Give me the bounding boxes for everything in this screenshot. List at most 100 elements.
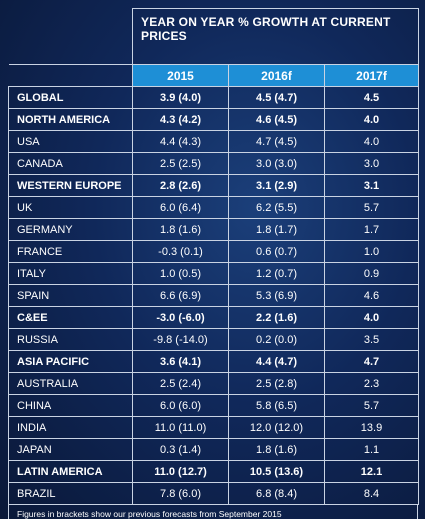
row-label: CANADA: [8, 152, 133, 175]
value-cell-2015: 6.0 (6.4): [132, 196, 229, 219]
value-cell-2015: -0.3 (0.1): [132, 240, 229, 263]
row-label: USA: [8, 130, 133, 153]
value-cell-2015: -3.0 (-6.0): [132, 306, 229, 329]
table-row: UK 6.0 (6.4) 6.2 (5.5) 5.7: [8, 196, 419, 219]
table-row: BRAZIL 7.8 (6.0) 6.8 (8.4) 8.4: [8, 482, 419, 505]
row-label: ITALY: [8, 262, 133, 285]
table-title: YEAR ON YEAR % GROWTH AT CURRENT PRICES: [132, 8, 419, 65]
value-cell-2017f: 2.3: [324, 372, 419, 395]
value-cell-2016f: 2.2 (1.6): [228, 306, 325, 329]
value-cell-2015: 1.0 (0.5): [132, 262, 229, 285]
value-cell-2017f: 1.7: [324, 218, 419, 241]
value-cell-2015: 4.3 (4.2): [132, 108, 229, 131]
row-label: GERMANY: [8, 218, 133, 241]
value-cell-2017f: 8.4: [324, 482, 419, 505]
row-label: CHINA: [8, 394, 133, 417]
footnote: Figures in brackets show our previous fo…: [8, 505, 418, 519]
value-cell-2016f: 3.1 (2.9): [228, 174, 325, 197]
value-cell-2016f: 1.2 (0.7): [228, 262, 325, 285]
growth-table: YEAR ON YEAR % GROWTH AT CURRENT PRICES …: [8, 8, 419, 505]
row-label: BRAZIL: [8, 482, 133, 505]
table-row: INDIA 11.0 (11.0) 12.0 (12.0) 13.9: [8, 416, 419, 439]
value-cell-2015: 3.9 (4.0): [132, 86, 229, 109]
table-row: USA 4.4 (4.3) 4.7 (4.5) 4.0: [8, 130, 419, 153]
header-corner-cell: [8, 64, 133, 87]
corner-cell: [8, 8, 133, 65]
table-row: ASIA PACIFIC 3.6 (4.1) 4.4 (4.7) 4.7: [8, 350, 419, 373]
value-cell-2016f: 1.8 (1.7): [228, 218, 325, 241]
value-cell-2017f: 4.5: [324, 86, 419, 109]
value-cell-2016f: 0.2 (0.0): [228, 328, 325, 351]
value-cell-2015: 2.5 (2.4): [132, 372, 229, 395]
value-cell-2016f: 12.0 (12.0): [228, 416, 325, 439]
table-row: ITALY 1.0 (0.5) 1.2 (0.7) 0.9: [8, 262, 419, 285]
row-label: LATIN AMERICA: [8, 460, 133, 483]
value-cell-2016f: 4.7 (4.5): [228, 130, 325, 153]
row-label: UK: [8, 196, 133, 219]
value-cell-2015: 7.8 (6.0): [132, 482, 229, 505]
table-row: GLOBAL 3.9 (4.0) 4.5 (4.7) 4.5: [8, 86, 419, 109]
value-cell-2015: 2.8 (2.6): [132, 174, 229, 197]
table-row: FRANCE -0.3 (0.1) 0.6 (0.7) 1.0: [8, 240, 419, 263]
row-label: GLOBAL: [8, 86, 133, 109]
row-label: JAPAN: [8, 438, 133, 461]
value-cell-2015: 4.4 (4.3): [132, 130, 229, 153]
table-row: RUSSIA -9.8 (-14.0) 0.2 (0.0) 3.5: [8, 328, 419, 351]
table-row: CHINA 6.0 (6.0) 5.8 (6.5) 5.7: [8, 394, 419, 417]
value-cell-2016f: 4.4 (4.7): [228, 350, 325, 373]
value-cell-2015: 6.0 (6.0): [132, 394, 229, 417]
value-cell-2017f: 3.1: [324, 174, 419, 197]
value-cell-2016f: 2.5 (2.8): [228, 372, 325, 395]
value-cell-2017f: 0.9: [324, 262, 419, 285]
row-label: ASIA PACIFIC: [8, 350, 133, 373]
value-cell-2017f: 4.0: [324, 306, 419, 329]
value-cell-2016f: 10.5 (13.6): [228, 460, 325, 483]
value-cell-2016f: 6.2 (5.5): [228, 196, 325, 219]
row-label: WESTERN EUROPE: [8, 174, 133, 197]
row-label: C&EE: [8, 306, 133, 329]
value-cell-2017f: 5.7: [324, 394, 419, 417]
value-cell-2016f: 3.0 (3.0): [228, 152, 325, 175]
table-row: NORTH AMERICA 4.3 (4.2) 4.6 (4.5) 4.0: [8, 108, 419, 131]
table-row: JAPAN 0.3 (1.4) 1.8 (1.6) 1.1: [8, 438, 419, 461]
value-cell-2016f: 4.6 (4.5): [228, 108, 325, 131]
table-body: GLOBAL 3.9 (4.0) 4.5 (4.7) 4.5 NORTH AMERICA…: [8, 86, 419, 505]
value-cell-2015: 0.3 (1.4): [132, 438, 229, 461]
column-header-2016f: 2016f: [228, 64, 325, 87]
value-cell-2015: 11.0 (12.7): [132, 460, 229, 483]
value-cell-2017f: 4.0: [324, 108, 419, 131]
value-cell-2017f: 4.0: [324, 130, 419, 153]
table-row: C&EE -3.0 (-6.0) 2.2 (1.6) 4.0: [8, 306, 419, 329]
table-row: LATIN AMERICA 11.0 (12.7) 10.5 (13.6) 12.1: [8, 460, 419, 483]
row-label: FRANCE: [8, 240, 133, 263]
value-cell-2015: 1.8 (1.6): [132, 218, 229, 241]
table-row: AUSTRALIA 2.5 (2.4) 2.5 (2.8) 2.3: [8, 372, 419, 395]
row-label: INDIA: [8, 416, 133, 439]
row-label: NORTH AMERICA: [8, 108, 133, 131]
value-cell-2017f: 12.1: [324, 460, 419, 483]
row-label: RUSSIA: [8, 328, 133, 351]
value-cell-2016f: 0.6 (0.7): [228, 240, 325, 263]
value-cell-2017f: 1.1: [324, 438, 419, 461]
table-row: CANADA 2.5 (2.5) 3.0 (3.0) 3.0: [8, 152, 419, 175]
value-cell-2015: 11.0 (11.0): [132, 416, 229, 439]
value-cell-2017f: 5.7: [324, 196, 419, 219]
value-cell-2016f: 6.8 (8.4): [228, 482, 325, 505]
value-cell-2016f: 5.3 (6.9): [228, 284, 325, 307]
row-label: AUSTRALIA: [8, 372, 133, 395]
table-row: SPAIN 6.6 (6.9) 5.3 (6.9) 4.6: [8, 284, 419, 307]
value-cell-2017f: 3.0: [324, 152, 419, 175]
value-cell-2016f: 4.5 (4.7): [228, 86, 325, 109]
value-cell-2017f: 13.9: [324, 416, 419, 439]
value-cell-2016f: 5.8 (6.5): [228, 394, 325, 417]
value-cell-2017f: 3.5: [324, 328, 419, 351]
table-row: GERMANY 1.8 (1.6) 1.8 (1.7) 1.7: [8, 218, 419, 241]
growth-table-panel: YEAR ON YEAR % GROWTH AT CURRENT PRICES …: [8, 8, 419, 519]
value-cell-2017f: 4.7: [324, 350, 419, 373]
row-label: SPAIN: [8, 284, 133, 307]
value-cell-2017f: 1.0: [324, 240, 419, 263]
table-row: WESTERN EUROPE 2.8 (2.6) 3.1 (2.9) 3.1: [8, 174, 419, 197]
value-cell-2017f: 4.6: [324, 284, 419, 307]
value-cell-2015: 3.6 (4.1): [132, 350, 229, 373]
column-header-2017f: 2017f: [324, 64, 419, 87]
